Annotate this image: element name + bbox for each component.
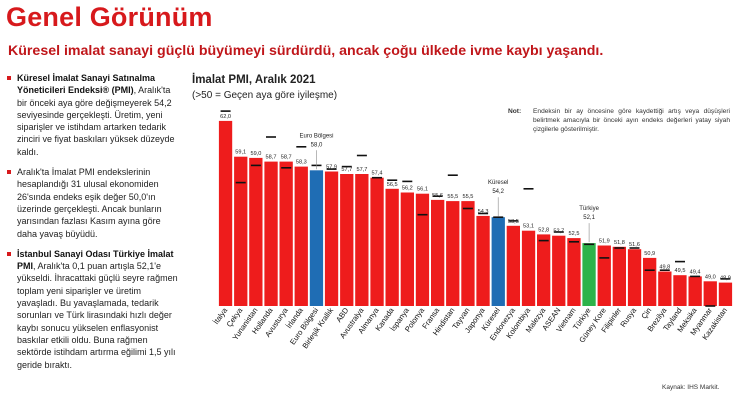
data-label: 55,6 <box>432 193 443 199</box>
data-label: 58,7 <box>266 155 277 161</box>
bar <box>537 234 551 306</box>
bar <box>567 238 581 306</box>
bar <box>400 192 414 306</box>
data-label: 52,7 <box>553 229 564 235</box>
note-text: Endeksin bir ay öncesine göre kaydettiği… <box>533 108 730 133</box>
data-label: 52,8 <box>538 227 549 233</box>
bar <box>446 201 460 306</box>
bullet-bold-text: Küresel İmalat Sanayi Satınalma Yönetici… <box>17 73 156 96</box>
data-label: 57,9 <box>326 165 337 171</box>
bar <box>597 245 611 306</box>
data-label: 49,8 <box>659 265 670 271</box>
data-label: 53,1 <box>523 224 534 230</box>
data-label: 55,5 <box>447 194 458 200</box>
data-label: 56,2 <box>402 186 413 192</box>
data-label: 55,5 <box>462 194 473 200</box>
bar <box>461 201 475 306</box>
bullet-text: , Aralık'ta 0,1 puan artışla 52,1'e yüks… <box>17 261 178 370</box>
data-label: 57,7 <box>356 167 367 173</box>
bar <box>491 217 505 306</box>
bar <box>552 235 566 306</box>
bar <box>324 171 339 306</box>
data-label: 51,8 <box>614 240 625 246</box>
data-label: 49,0 <box>705 274 716 280</box>
bullet-item-global-pmi: Küresel İmalat Sanayi Satınalma Yönetici… <box>7 72 179 158</box>
bullet-item-turkey: İstanbul Sanayi Odası Türkiye İmalat PMI… <box>7 248 179 371</box>
bullet-marker <box>7 76 11 80</box>
callout-value: 58,0 <box>311 142 323 148</box>
bar <box>234 156 248 306</box>
page-subtitle: Küresel imalat sanayi güçlü büyümeyi sür… <box>8 43 604 59</box>
bar <box>415 193 430 306</box>
bar <box>703 281 717 306</box>
bar <box>506 225 520 306</box>
bar <box>264 161 278 306</box>
data-label: 54,3 <box>478 209 489 215</box>
callout-label: Küresel <box>488 180 508 186</box>
bar <box>340 174 354 306</box>
tick-label: Rusya <box>618 305 638 328</box>
bullet-text: Aralık'ta İmalat PMI endekslerinin hesap… <box>17 167 162 239</box>
data-label: 50,9 <box>644 251 655 257</box>
data-label: 57,7 <box>341 167 352 173</box>
bar <box>370 177 384 306</box>
data-label: 48,9 <box>720 276 731 282</box>
data-label: 53,5 <box>508 219 519 225</box>
chart-note: Not: Endeksin bir ay öncesine göre kayde… <box>508 107 730 134</box>
data-label: 56,5 <box>387 182 398 188</box>
chart-source: Kaynak: IHS Markit. <box>662 384 720 391</box>
bullet-bold-text: İstanbul Sanayi Odası Türkiye İmalat PMI <box>17 248 174 272</box>
bullet-marker <box>7 251 11 256</box>
bullet-item-national: Aralık'ta İmalat PMI endekslerinin hesap… <box>7 166 179 240</box>
bar <box>688 276 702 306</box>
bar <box>476 215 490 306</box>
page-title: Genel Görünüm <box>6 2 213 32</box>
bullet-text: , Aralık'ta bir önceki aya göre değişmey… <box>17 85 175 157</box>
data-label: 58,3 <box>296 160 307 166</box>
bar <box>294 166 308 306</box>
callout-label: Türkiye <box>579 206 599 212</box>
data-label: 62,0 <box>220 114 231 120</box>
bar <box>385 188 399 306</box>
data-label: 49,4 <box>690 269 701 275</box>
chart-subtitle: (>50 = Geçen aya göre iyileşme) <box>192 90 338 101</box>
bar <box>643 257 657 306</box>
bar <box>309 170 324 306</box>
data-label: 51,9 <box>599 239 610 245</box>
callout-value: 52,1 <box>583 215 595 221</box>
bullet-marker <box>7 170 11 175</box>
bar <box>658 271 672 306</box>
bar <box>673 275 687 306</box>
data-label: 59,1 <box>235 150 246 156</box>
bar <box>627 249 642 306</box>
bar <box>279 161 293 306</box>
data-label: 49,5 <box>675 268 686 274</box>
bar <box>612 246 626 306</box>
data-label: 51,6 <box>629 242 640 248</box>
data-label: 56,1 <box>417 187 428 193</box>
chart-title: İmalat PMI, Aralık 2021 <box>192 74 316 86</box>
bar <box>355 174 369 306</box>
data-label: 59,0 <box>250 151 261 157</box>
bar <box>218 120 233 307</box>
callout-value: 54,2 <box>492 189 504 195</box>
bar <box>521 230 536 306</box>
bullet-list: Küresel İmalat Sanayi Satınalma Yönetici… <box>7 72 179 379</box>
callout-label: Euro Bölgesi <box>299 133 333 139</box>
note-label: Not: <box>508 108 522 115</box>
bar <box>431 199 445 306</box>
bar <box>718 282 733 306</box>
data-label: 57,4 <box>372 171 383 177</box>
bar <box>249 157 263 306</box>
data-label: 52,5 <box>569 231 580 237</box>
data-label: 58,7 <box>281 155 292 161</box>
bar <box>582 243 596 306</box>
